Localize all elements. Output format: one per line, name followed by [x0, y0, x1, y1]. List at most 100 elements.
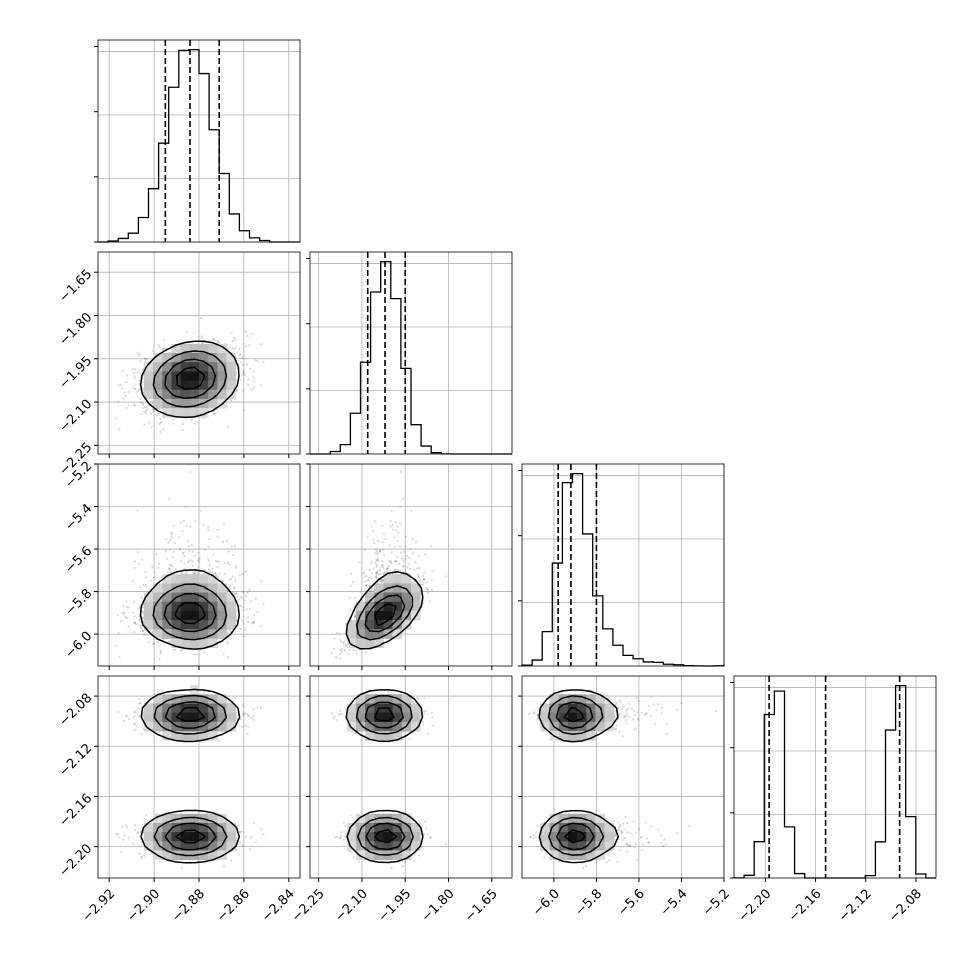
- sample-point: [241, 572, 244, 576]
- density-cell: [143, 592, 154, 603]
- sample-point: [253, 370, 256, 373]
- sample-point: [168, 641, 171, 644]
- density-cell: [180, 380, 191, 391]
- sample-point: [195, 420, 198, 423]
- sample-point: [229, 585, 232, 588]
- sample-point: [116, 400, 119, 403]
- sample-point: [233, 587, 236, 590]
- sample-point: [241, 373, 244, 376]
- density-cell: [199, 638, 209, 649]
- sample-point: [138, 388, 141, 391]
- density-cell: [189, 353, 200, 363]
- density-cell: [189, 629, 200, 639]
- sample-point: [230, 545, 233, 548]
- sample-point: [389, 525, 392, 528]
- histogram-panel-2: [518, 463, 725, 667]
- density-cell: [171, 638, 182, 649]
- sample-point: [189, 559, 192, 562]
- sample-point: [138, 619, 141, 622]
- panel-frame: [733, 675, 937, 879]
- density-cell: [189, 380, 200, 391]
- density-cell: [226, 601, 237, 612]
- sample-point: [196, 653, 199, 656]
- density-cell: [162, 362, 172, 372]
- density-cell: [208, 620, 218, 630]
- sample-point: [183, 554, 186, 558]
- density-cell: [199, 353, 209, 363]
- sample-point: [239, 627, 242, 630]
- sample-point: [213, 338, 216, 342]
- sample-point: [186, 539, 190, 543]
- sample-point: [230, 577, 233, 580]
- sample-point: [199, 557, 202, 560]
- sample-point: [131, 579, 134, 582]
- sample-point: [133, 621, 137, 625]
- density-cell: [180, 408, 191, 418]
- density-cell: [153, 610, 163, 621]
- sample-point: [185, 330, 188, 333]
- sample-point: [165, 538, 168, 541]
- density-cell: [217, 610, 227, 621]
- sample-point: [133, 615, 136, 618]
- sample-point: [120, 384, 123, 387]
- sample-point: [248, 589, 251, 592]
- sample-point: [256, 611, 259, 614]
- sample-point: [209, 570, 212, 574]
- sample-point: [192, 571, 195, 574]
- sample-point: [171, 556, 175, 559]
- density-cell: [180, 638, 191, 649]
- sample-point: [187, 545, 190, 548]
- sample-point: [168, 548, 171, 551]
- panel-frame: [97, 39, 301, 243]
- density-cell: [162, 371, 172, 381]
- sample-point: [225, 540, 228, 543]
- sample-point: [201, 568, 204, 571]
- sample-point: [157, 567, 160, 570]
- sample-point: [187, 561, 190, 564]
- sample-point: [170, 570, 173, 574]
- sample-point: [153, 571, 157, 574]
- sample-point: [158, 562, 161, 566]
- sample-point: [134, 560, 137, 563]
- histogram-panel-0: [94, 39, 301, 243]
- sample-point: [422, 574, 425, 578]
- sample-point: [262, 361, 265, 364]
- sample-point: [144, 576, 147, 579]
- density-cell: [199, 408, 209, 418]
- sample-point: [120, 620, 123, 623]
- sample-point: [193, 572, 196, 575]
- sample-point: [158, 346, 161, 349]
- density-cell: [199, 380, 209, 391]
- sample-point: [411, 538, 415, 541]
- sample-point: [230, 583, 234, 586]
- density-cell: [226, 371, 237, 381]
- density-cell: [171, 601, 182, 612]
- density-cell: [180, 371, 191, 381]
- sample-point: [216, 560, 219, 563]
- sample-point: [169, 564, 172, 567]
- sample-point: [252, 386, 256, 389]
- sample-point: [212, 337, 216, 340]
- sample-point: [133, 384, 136, 387]
- sample-point: [242, 409, 245, 412]
- sample-point: [213, 572, 216, 575]
- density-cell: [199, 629, 209, 639]
- density-cell: [171, 408, 182, 418]
- sample-point: [375, 574, 378, 577]
- density-cell: [189, 638, 200, 649]
- sample-point: [137, 354, 140, 357]
- plot-area: [98, 464, 300, 666]
- density-cell: [171, 629, 182, 639]
- sample-point: [191, 564, 194, 567]
- contour-line: [152, 583, 228, 641]
- plot-area: [98, 252, 300, 454]
- sample-point: [194, 570, 197, 573]
- sample-point: [197, 335, 200, 338]
- density-cell: [153, 362, 163, 372]
- sample-point: [239, 353, 242, 356]
- sample-point: [371, 572, 374, 575]
- sample-point: [140, 401, 143, 404]
- sample-point: [250, 333, 253, 336]
- sample-point: [157, 343, 160, 347]
